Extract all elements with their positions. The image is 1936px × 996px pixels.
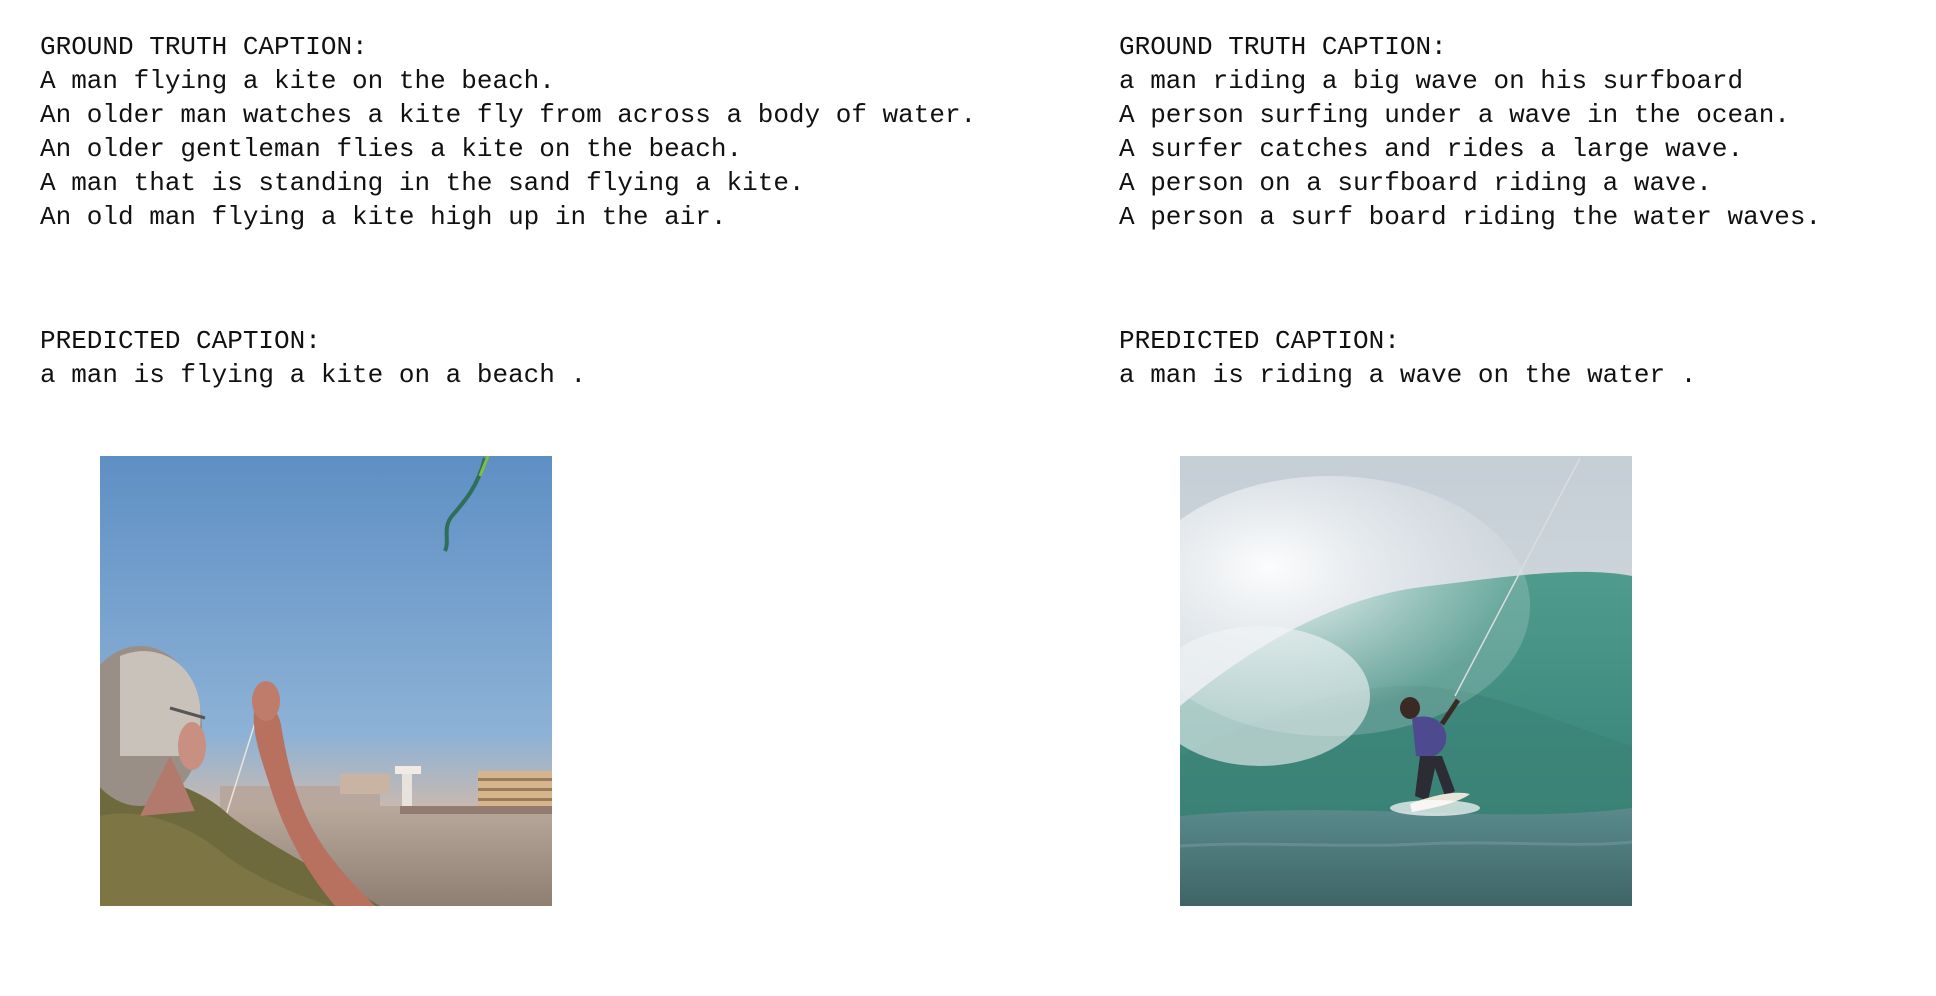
caption-panel-surf: GROUND TRUTH CAPTION: a man riding a big… [1119, 30, 1936, 392]
ground-truth-caption: a man riding a big wave on his surfboard [1119, 66, 1744, 96]
ground-truth-heading: GROUND TRUTH CAPTION: [1119, 32, 1447, 62]
ground-truth-caption: An older gentleman flies a kite on the b… [40, 134, 743, 164]
predicted-heading: PREDICTED CAPTION: [1119, 326, 1400, 356]
surf-wave-photo [1180, 456, 1632, 906]
predicted-caption: a man is riding a wave on the water . [1119, 360, 1697, 390]
ground-truth-caption: A surfer catches and rides a large wave. [1119, 134, 1744, 164]
ground-truth-caption: A person a surf board riding the water w… [1119, 202, 1822, 232]
kite-beach-photo [100, 456, 552, 906]
ground-truth-caption: A person on a surfboard riding a wave. [1119, 168, 1712, 198]
caption-panel-kite: GROUND TRUTH CAPTION: A man flying a kit… [40, 30, 977, 392]
ground-truth-caption: A person surfing under a wave in the oce… [1119, 100, 1790, 130]
ground-truth-caption-list: a man riding a big wave on his surfboard… [1119, 64, 1936, 234]
predicted-caption-block: PREDICTED CAPTION: a man is riding a wav… [1119, 324, 1936, 392]
ground-truth-caption: An old man flying a kite high up in the … [40, 202, 727, 232]
ground-truth-caption-list: A man flying a kite on the beach. An old… [40, 64, 977, 234]
ground-truth-heading: GROUND TRUTH CAPTION: [40, 32, 368, 62]
surf-wave-illustration [1180, 456, 1632, 906]
kite-beach-illustration [100, 456, 552, 906]
ground-truth-caption: A man that is standing in the sand flyin… [40, 168, 805, 198]
predicted-caption-block: PREDICTED CAPTION: a man is flying a kit… [40, 324, 970, 392]
ground-truth-caption: An older man watches a kite fly from acr… [40, 100, 977, 130]
predicted-heading: PREDICTED CAPTION: [40, 326, 321, 356]
ground-truth-caption: A man flying a kite on the beach. [40, 66, 555, 96]
predicted-caption: a man is flying a kite on a beach . [40, 360, 587, 390]
